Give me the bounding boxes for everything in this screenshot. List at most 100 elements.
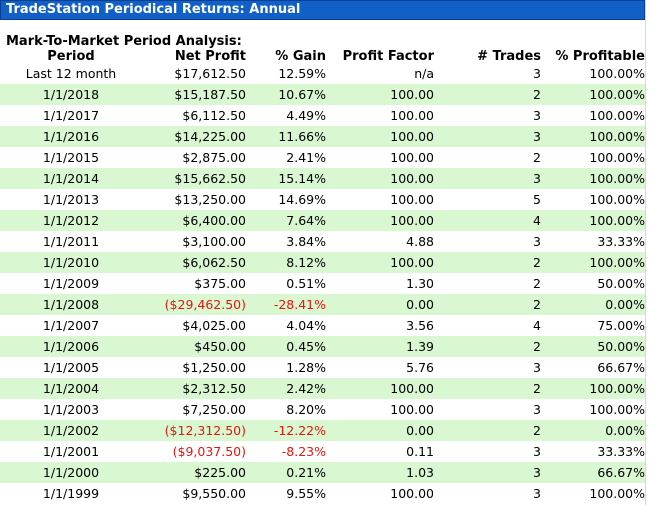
cell-net-profit: $14,225.00 — [174, 129, 246, 144]
cell-period: Last 12 month — [25, 66, 117, 81]
table-row: 1/1/2016 $14,225.00 11.66% 100.00 3 100.00% — [0, 126, 645, 147]
cell-trades: 4 — [533, 318, 541, 333]
table-row: 1/1/2015 $2,875.00 2.41% 100.00 2 100.00% — [0, 147, 645, 168]
table-row: 1/1/2007 $4,025.00 4.04% 3.56 4 75.00% — [0, 315, 645, 336]
cell-net-profit: $2,875.00 — [182, 150, 246, 165]
cell-gain: 0.45% — [286, 339, 326, 354]
window-title: TradeStation Periodical Returns: Annual — [6, 2, 301, 17]
cell-profit-factor: 100.00 — [390, 255, 434, 270]
cell-gain: 10.67% — [278, 87, 326, 102]
table-row: 1/1/2002 ($12,312.50) -12.22% 0.00 2 0.00% — [0, 420, 645, 441]
cell-period: 1/1/2002 — [42, 423, 100, 438]
cell-gain: 2.41% — [286, 150, 326, 165]
cell-profit-factor: 100.00 — [390, 486, 434, 501]
cell-net-profit: $375.00 — [194, 276, 246, 291]
cell-profit-factor: 5.76 — [406, 360, 434, 375]
table-header: Period Net Profit % Gain Profit Factor #… — [0, 49, 645, 65]
cell-net-profit: $2,312.50 — [182, 381, 246, 396]
cell-trades: 3 — [533, 234, 541, 249]
cell-net-profit: ($29,462.50) — [164, 297, 246, 312]
cell-profit-factor: 100.00 — [390, 87, 434, 102]
cell-gain: 11.66% — [278, 129, 326, 144]
cell-net-profit: $6,400.00 — [182, 213, 246, 228]
cell-profitable: 100.00% — [589, 381, 645, 396]
cell-profitable: 100.00% — [589, 171, 645, 186]
cell-trades: 2 — [533, 339, 541, 354]
table-row: 1/1/2018 $15,187.50 10.67% 100.00 2 100.00% — [0, 84, 645, 105]
cell-gain: 12.59% — [278, 66, 326, 81]
table-row: 1/1/2001 ($9,037.50) -8.23% 0.11 3 33.33% — [0, 441, 645, 462]
cell-net-profit: $6,112.50 — [182, 108, 246, 123]
table-row: 1/1/2010 $6,062.50 8.12% 100.00 2 100.00% — [0, 252, 645, 273]
cell-net-profit: $450.00 — [194, 339, 246, 354]
cell-period: 1/1/2000 — [42, 465, 100, 480]
cell-profitable: 100.00% — [589, 108, 645, 123]
cell-gain: 7.64% — [286, 213, 326, 228]
cell-period: 1/1/1999 — [42, 486, 100, 501]
cell-profitable: 75.00% — [597, 318, 645, 333]
cell-profit-factor: 100.00 — [390, 150, 434, 165]
cell-period: 1/1/2015 — [42, 150, 100, 165]
cell-trades: 4 — [533, 213, 541, 228]
table-row: 1/1/2000 $225.00 0.21% 1.03 3 66.67% — [0, 462, 645, 483]
cell-gain: 4.49% — [286, 108, 326, 123]
cell-net-profit: $4,025.00 — [182, 318, 246, 333]
returns-table: Last 12 month $17,612.50 12.59% n/a 3 100.00%… — [0, 63, 645, 504]
cell-gain: 15.14% — [278, 171, 326, 186]
cell-trades: 3 — [533, 108, 541, 123]
cell-profit-factor: 100.00 — [390, 213, 434, 228]
table-row: 1/1/2017 $6,112.50 4.49% 100.00 3 100.00% — [0, 105, 645, 126]
cell-trades: 2 — [533, 255, 541, 270]
cell-trades: 3 — [533, 360, 541, 375]
cell-gain: 14.69% — [278, 192, 326, 207]
cell-profit-factor: 100.00 — [390, 192, 434, 207]
table-row: 1/1/2004 $2,312.50 2.42% 100.00 2 100.00% — [0, 378, 645, 399]
cell-profitable: 66.67% — [597, 360, 645, 375]
header-gain: % Gain — [275, 49, 326, 64]
table-row: 1/1/2003 $7,250.00 8.20% 100.00 3 100.00% — [0, 399, 645, 420]
cell-net-profit: $15,662.50 — [174, 171, 246, 186]
cell-gain: 4.04% — [286, 318, 326, 333]
cell-profit-factor: 100.00 — [390, 108, 434, 123]
cell-period: 1/1/2014 — [42, 171, 100, 186]
cell-trades: 2 — [533, 87, 541, 102]
cell-period: 1/1/2004 — [42, 381, 100, 396]
cell-profitable: 100.00% — [589, 129, 645, 144]
cell-net-profit: $3,100.00 — [182, 234, 246, 249]
table-row: 1/1/1999 $9,550.00 9.55% 100.00 3 100.00% — [0, 483, 645, 504]
table-row: 1/1/2006 $450.00 0.45% 1.39 2 50.00% — [0, 336, 645, 357]
cell-profitable: 0.00% — [605, 297, 645, 312]
cell-period: 1/1/2007 — [42, 318, 100, 333]
cell-gain: 2.42% — [286, 381, 326, 396]
cell-profitable: 100.00% — [589, 255, 645, 270]
cell-gain: 3.84% — [286, 234, 326, 249]
cell-gain: -28.41% — [273, 297, 326, 312]
cell-net-profit: ($12,312.50) — [164, 423, 246, 438]
cell-period: 1/1/2016 — [42, 129, 100, 144]
cell-profit-factor: 0.11 — [406, 444, 434, 459]
cell-trades: 3 — [533, 465, 541, 480]
cell-net-profit: $225.00 — [194, 465, 246, 480]
cell-profit-factor: 100.00 — [390, 381, 434, 396]
cell-net-profit: $7,250.00 — [182, 402, 246, 417]
cell-profit-factor: 1.03 — [406, 465, 434, 480]
cell-trades: 3 — [533, 171, 541, 186]
cell-profitable: 33.33% — [597, 444, 645, 459]
cell-profitable: 100.00% — [589, 213, 645, 228]
cell-profitable: 0.00% — [605, 423, 645, 438]
cell-period: 1/1/2012 — [42, 213, 100, 228]
cell-net-profit: ($9,037.50) — [172, 444, 246, 459]
header-net-profit: Net Profit — [174, 49, 246, 64]
table-row: 1/1/2014 $15,662.50 15.14% 100.00 3 100.00% — [0, 168, 645, 189]
cell-profitable: 50.00% — [597, 339, 645, 354]
cell-period: 1/1/2011 — [42, 234, 100, 249]
cell-period: 1/1/2013 — [42, 192, 100, 207]
cell-gain: 0.51% — [286, 276, 326, 291]
cell-period: 1/1/2005 — [42, 360, 100, 375]
cell-trades: 3 — [533, 444, 541, 459]
cell-profitable: 50.00% — [597, 276, 645, 291]
table-row: 1/1/2005 $1,250.00 1.28% 5.76 3 66.67% — [0, 357, 645, 378]
table-row: 1/1/2013 $13,250.00 14.69% 100.00 5 100.00% — [0, 189, 645, 210]
cell-profit-factor: 3.56 — [406, 318, 434, 333]
cell-gain: 9.55% — [286, 486, 326, 501]
